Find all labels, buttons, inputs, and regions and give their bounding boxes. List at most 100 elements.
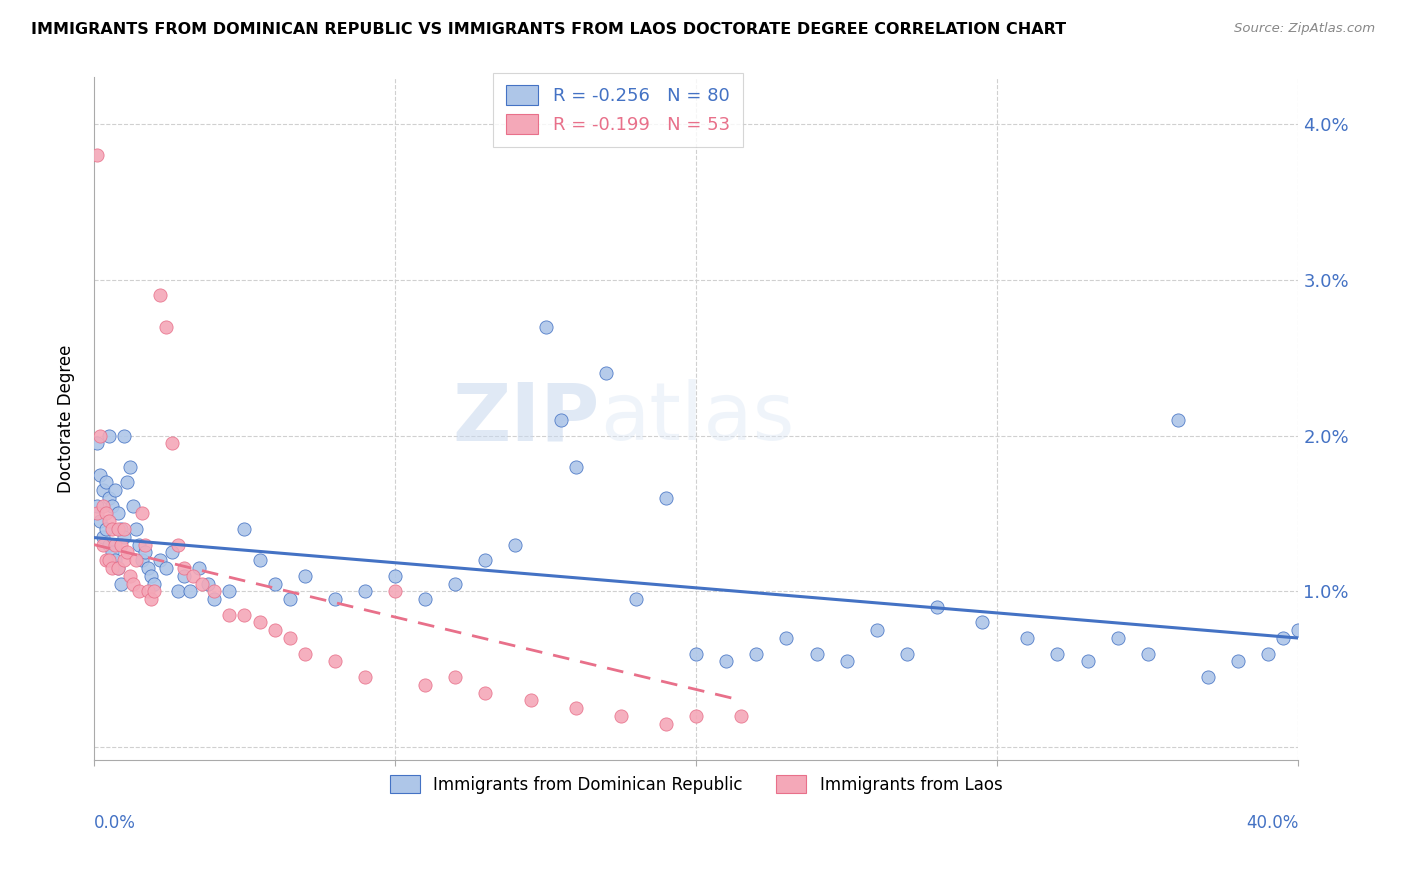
Point <box>91 530 114 544</box>
Point <box>233 522 256 536</box>
Point <box>534 319 557 334</box>
Point <box>98 553 121 567</box>
Point <box>98 491 121 505</box>
Point <box>89 467 111 482</box>
Point <box>685 647 707 661</box>
Point <box>278 592 301 607</box>
Text: IMMIGRANTS FROM DOMINICAN REPUBLIC VS IMMIGRANTS FROM LAOS DOCTORATE DEGREE CORR: IMMIGRANTS FROM DOMINICAN REPUBLIC VS IM… <box>31 22 1066 37</box>
Point <box>86 499 108 513</box>
Point <box>181 568 204 582</box>
Point <box>125 522 148 536</box>
Point <box>191 576 214 591</box>
Point <box>155 319 177 334</box>
Point <box>104 483 127 497</box>
Point <box>1286 624 1309 638</box>
Point <box>110 522 132 536</box>
Point <box>134 538 156 552</box>
Point <box>197 576 219 591</box>
Point <box>98 538 121 552</box>
Point <box>413 592 436 607</box>
Point <box>730 709 752 723</box>
Point <box>444 576 467 591</box>
Point <box>120 459 142 474</box>
Point <box>323 654 346 668</box>
Point <box>110 538 132 552</box>
Point <box>474 685 496 699</box>
Point <box>1046 647 1069 661</box>
Point <box>610 709 633 723</box>
Point <box>149 553 172 567</box>
Point <box>125 553 148 567</box>
Point <box>1227 654 1250 668</box>
Point <box>173 568 195 582</box>
Point <box>89 428 111 442</box>
Point <box>278 631 301 645</box>
Point <box>94 553 117 567</box>
Point <box>86 148 108 162</box>
Point <box>104 553 127 567</box>
Point <box>519 693 541 707</box>
Point <box>896 647 918 661</box>
Point <box>155 561 177 575</box>
Point <box>101 545 124 559</box>
Point <box>218 584 240 599</box>
Point <box>107 507 129 521</box>
Point <box>86 507 108 521</box>
Point <box>835 654 858 668</box>
Point <box>384 584 406 599</box>
Point <box>685 709 707 723</box>
Point <box>806 647 828 661</box>
Text: Source: ZipAtlas.com: Source: ZipAtlas.com <box>1234 22 1375 36</box>
Point <box>167 538 190 552</box>
Point <box>925 599 948 614</box>
Point <box>128 538 150 552</box>
Legend: Immigrants from Dominican Republic, Immigrants from Laos: Immigrants from Dominican Republic, Immi… <box>384 768 1010 800</box>
Point <box>384 568 406 582</box>
Point <box>444 670 467 684</box>
Point <box>91 483 114 497</box>
Point <box>218 607 240 622</box>
Point <box>972 615 994 630</box>
Point <box>160 436 183 450</box>
Point <box>354 670 377 684</box>
Point <box>143 576 166 591</box>
Point <box>1077 654 1099 668</box>
Point <box>413 678 436 692</box>
Point <box>564 701 586 715</box>
Point <box>101 499 124 513</box>
Point <box>474 553 496 567</box>
Point <box>202 584 225 599</box>
Point <box>149 288 172 302</box>
Point <box>263 624 285 638</box>
Point <box>112 530 135 544</box>
Point <box>107 561 129 575</box>
Point <box>94 475 117 490</box>
Point <box>94 522 117 536</box>
Point <box>115 545 138 559</box>
Point <box>179 584 201 599</box>
Point <box>202 592 225 607</box>
Point <box>1257 647 1279 661</box>
Point <box>1136 647 1159 661</box>
Point <box>122 576 145 591</box>
Point <box>91 538 114 552</box>
Point <box>89 514 111 528</box>
Point <box>86 436 108 450</box>
Point <box>505 538 527 552</box>
Text: 40.0%: 40.0% <box>1246 814 1298 832</box>
Point <box>120 568 142 582</box>
Point <box>110 576 132 591</box>
Point <box>91 499 114 513</box>
Point <box>131 507 153 521</box>
Point <box>112 522 135 536</box>
Point <box>134 545 156 559</box>
Point <box>595 367 617 381</box>
Point <box>104 538 127 552</box>
Point <box>94 507 117 521</box>
Point <box>101 522 124 536</box>
Point <box>775 631 797 645</box>
Point <box>550 413 572 427</box>
Point <box>188 561 211 575</box>
Point <box>122 499 145 513</box>
Point <box>716 654 738 668</box>
